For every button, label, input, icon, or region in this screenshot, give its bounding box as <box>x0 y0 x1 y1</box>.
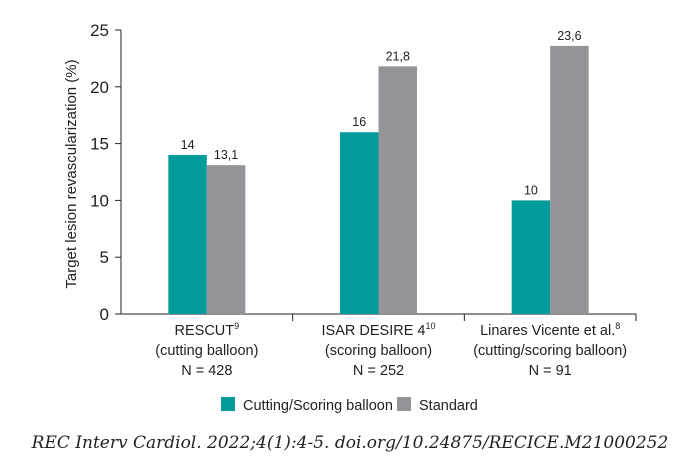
x-category-label: ISAR DESIRE 410 <box>322 321 436 339</box>
y-tick-label: 15 <box>90 135 109 154</box>
data-label: 13,1 <box>214 148 238 162</box>
data-label: 14 <box>181 138 195 152</box>
bar-chart: 0 5 10 15 20 25 Target lesion revascularizatio… <box>63 21 637 414</box>
y-tick-label: 5 <box>100 248 109 267</box>
legend-swatch <box>397 397 411 411</box>
x-category-label: Linares Vicente et al.8 <box>480 321 620 339</box>
y-tick-label: 20 <box>90 78 109 97</box>
bar-cutting-scoring <box>511 200 551 314</box>
data-label: 21,8 <box>386 49 410 63</box>
x-category-sublabel: (cutting balloon) <box>155 343 258 359</box>
x-category-sublabel: (cutting/scoring balloon) <box>473 343 627 359</box>
superscript-ref: 10 <box>425 321 435 331</box>
data-label: 16 <box>352 115 366 129</box>
bar-standard <box>550 45 589 315</box>
data-label: 23,6 <box>557 29 581 43</box>
bar-cutting-scoring <box>168 154 207 314</box>
superscript-ref: 8 <box>615 321 620 331</box>
y-axis-label: Target lesion revascularization (%) <box>63 59 80 288</box>
x-category-n: N = 428 <box>181 363 232 379</box>
legend-label: Standard <box>419 398 478 414</box>
bar-standard <box>206 165 246 314</box>
y-tick-label: 25 <box>90 21 109 40</box>
citation-caption: REC Interv Cardiol. 2022;4(1):4-5. doi.o… <box>31 433 669 453</box>
y-tick-label: 0 <box>100 305 109 324</box>
bar-cutting-scoring <box>340 132 379 314</box>
legend-swatch <box>221 397 235 411</box>
y-tick-label: 10 <box>90 191 109 210</box>
x-category-label: RESCUT9 <box>175 321 240 339</box>
superscript-ref: 9 <box>234 321 239 331</box>
x-category-sublabel: (scoring balloon) <box>325 343 432 359</box>
x-category-n: N = 91 <box>529 363 572 379</box>
bar-standard <box>378 66 417 315</box>
legend-label: Cutting/Scoring balloon <box>243 398 393 414</box>
x-category-n: N = 252 <box>353 363 404 379</box>
data-label: 10 <box>524 183 538 197</box>
